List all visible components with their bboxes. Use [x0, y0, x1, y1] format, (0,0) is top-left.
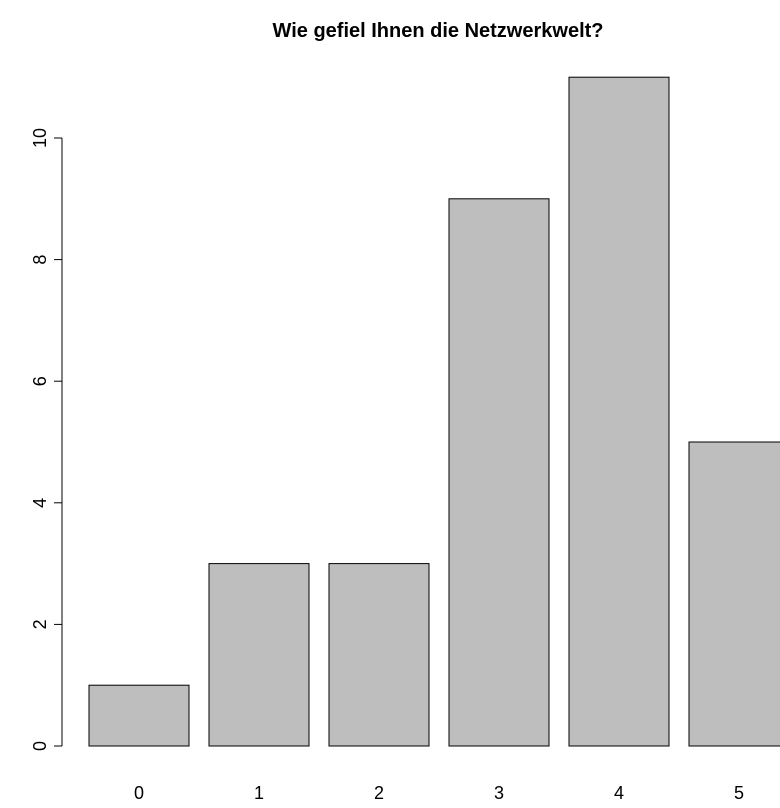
- x-tick-label: 5: [734, 783, 744, 803]
- y-axis: 0 2 4 6 8 10: [30, 128, 63, 751]
- bars: [88, 76, 780, 747]
- y-tick-label: 8: [30, 255, 50, 265]
- bar-5: [688, 441, 780, 747]
- chart-title: Wie gefiel Ihnen die Netzwerkwelt?: [273, 20, 604, 42]
- y-tick-label: 10: [30, 128, 50, 148]
- y-tick-label: 0: [30, 741, 50, 751]
- x-tick-label: 1: [254, 783, 264, 803]
- bar-3: [448, 198, 550, 747]
- bar-2: [328, 563, 430, 747]
- x-tick-label: 0: [134, 783, 144, 803]
- x-tick-label: 4: [614, 783, 624, 803]
- bar-4: [568, 76, 670, 747]
- x-tick-label: 2: [374, 783, 384, 803]
- x-tick-label: 3: [494, 783, 504, 803]
- y-tick-label: 2: [30, 619, 50, 629]
- y-tick-label: 6: [30, 376, 50, 386]
- bar-1: [208, 563, 310, 747]
- bar-0: [88, 684, 190, 747]
- x-axis-labels: 0 1 2 3 4 5: [134, 783, 744, 803]
- y-tick-label: 4: [30, 498, 50, 508]
